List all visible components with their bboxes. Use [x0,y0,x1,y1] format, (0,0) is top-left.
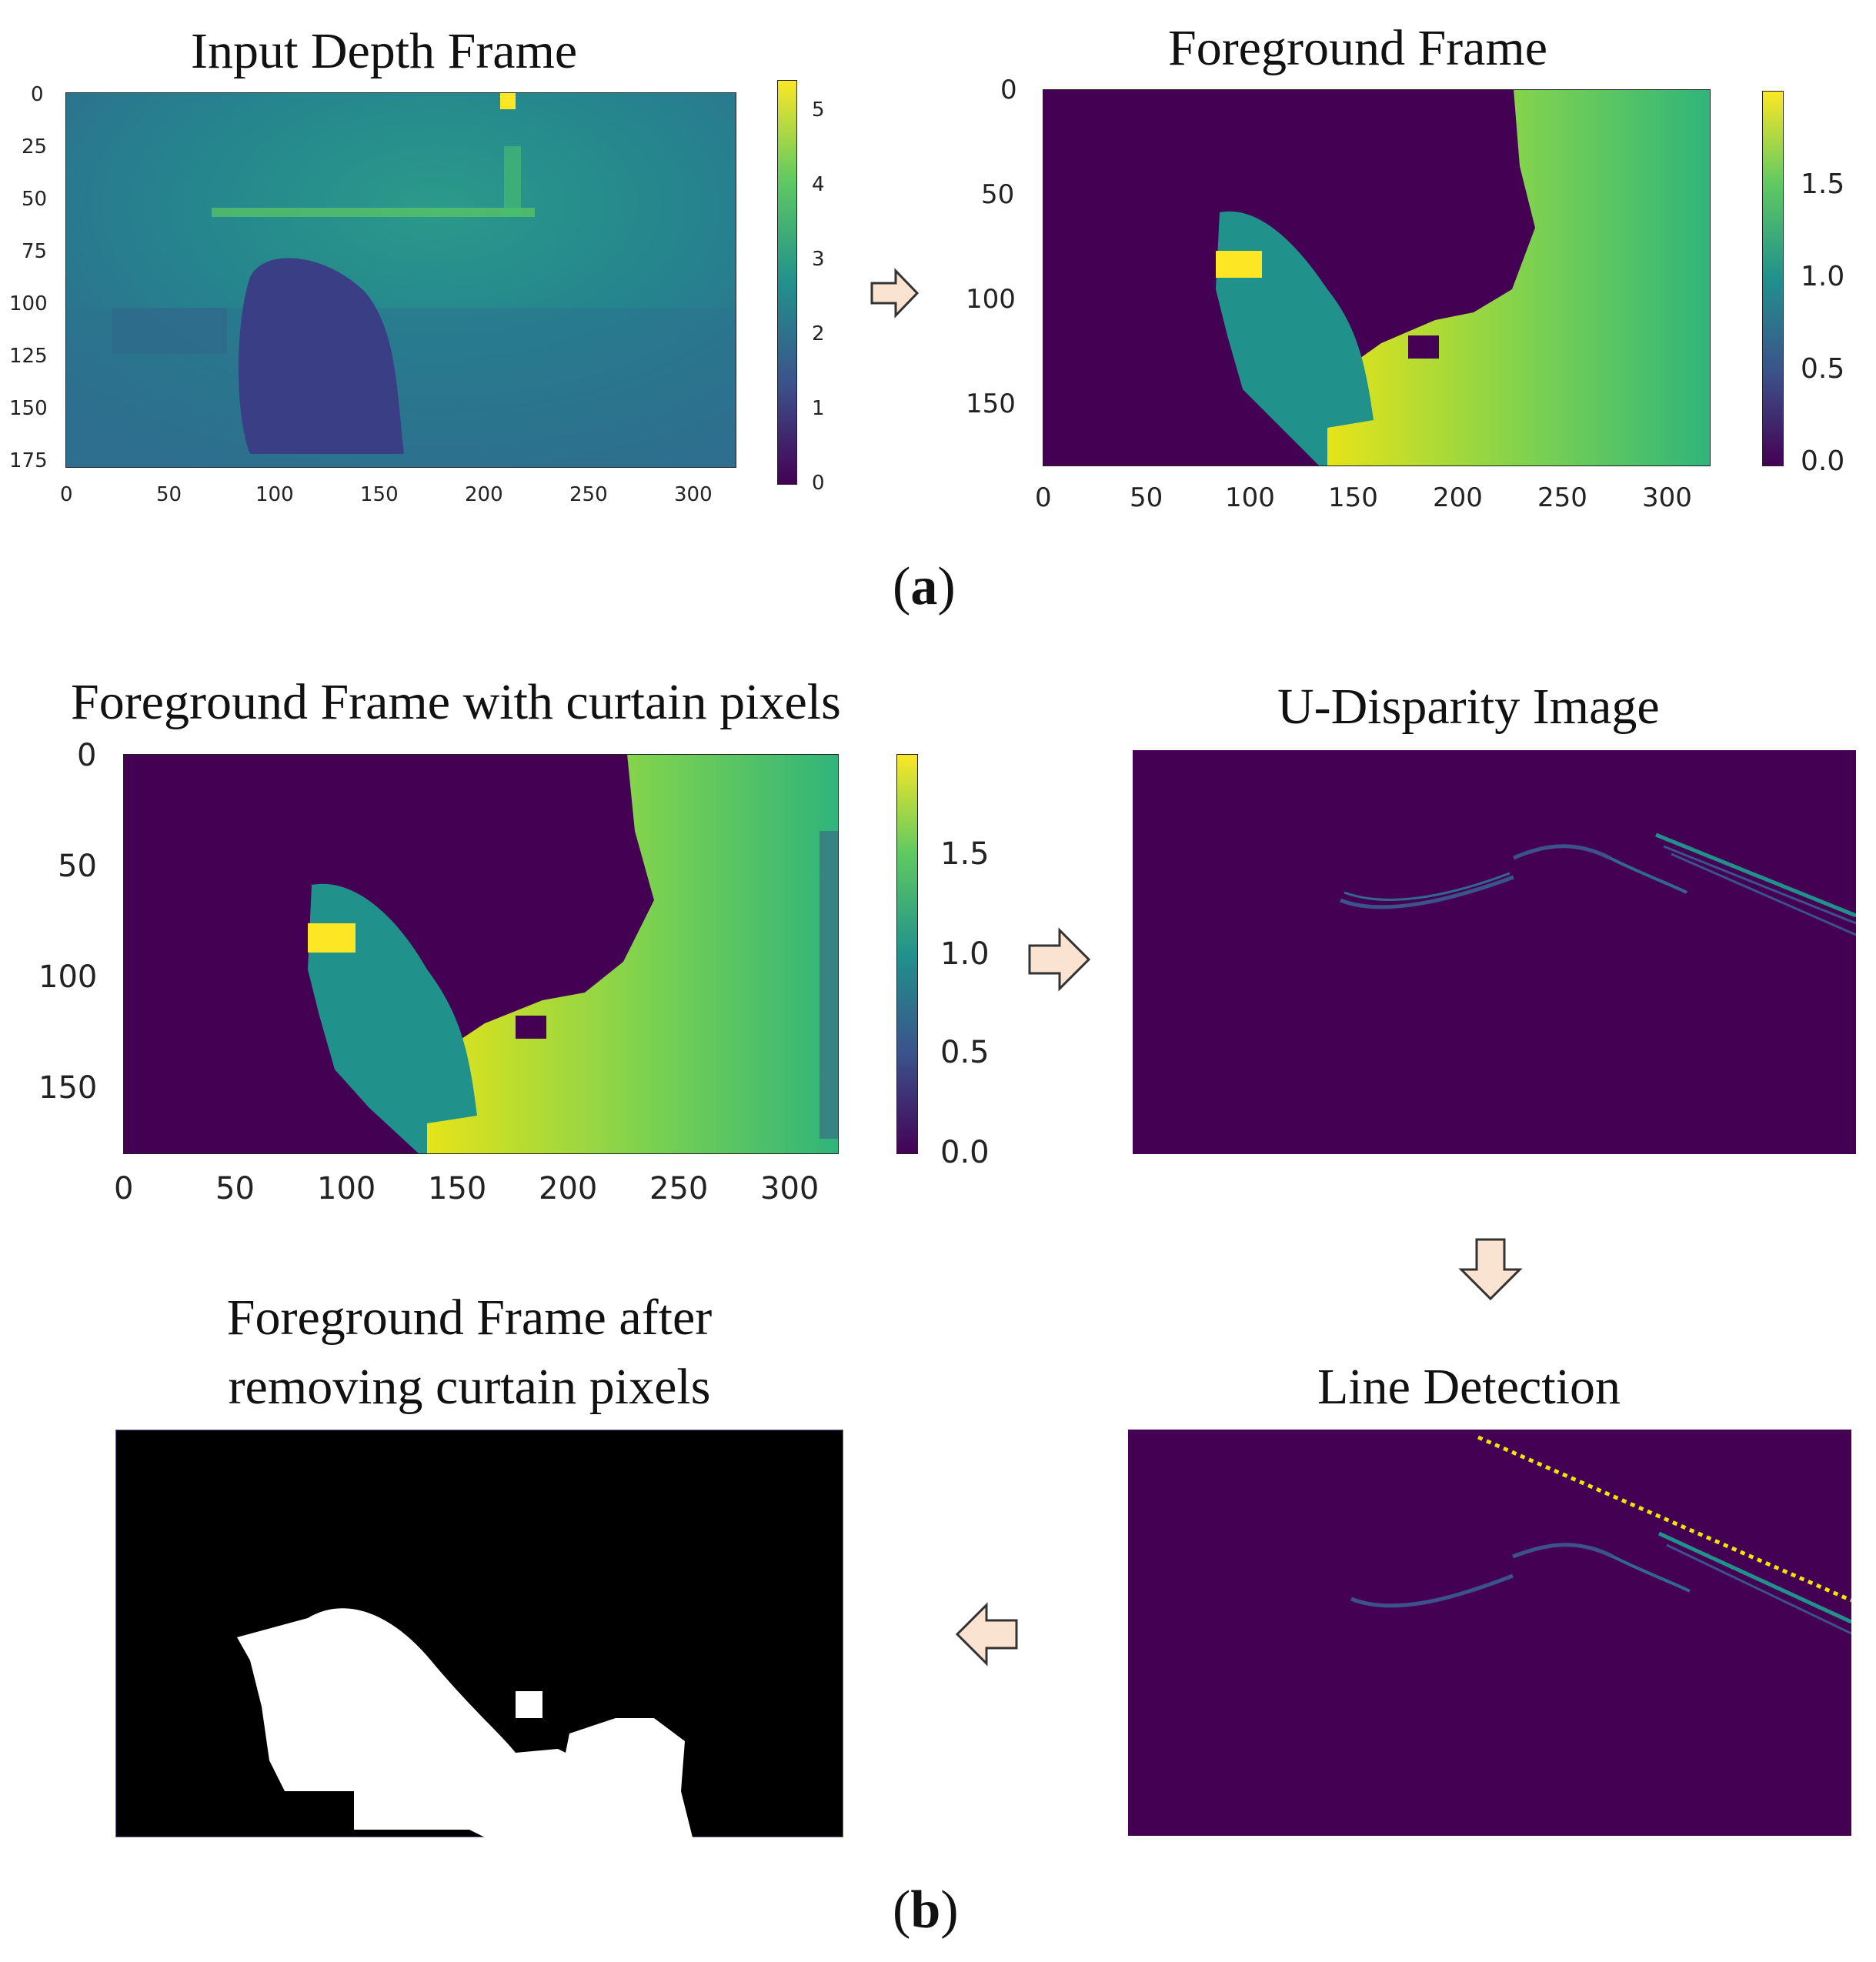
curtain-heatmap [123,754,839,1154]
foreground-colorbar [1762,91,1784,466]
y-tick: 175 [9,449,48,472]
y-tick: 125 [9,345,48,368]
x-tick: 50 [215,1171,255,1206]
x-tick: 300 [674,483,713,506]
curtain-title: Foreground Frame with curtain pixels [71,674,841,730]
input-depth-heatmap [65,92,736,468]
curtain-person-highlight [308,923,356,953]
arrow-down-icon [1458,1238,1523,1301]
arrow-right-icon [1028,927,1091,992]
x-tick: 200 [465,483,503,506]
input-depth-title: Input Depth Frame [191,23,578,79]
y-tick: 50 [58,849,97,884]
udisparity-image [1133,750,1856,1154]
depth-person [239,258,404,454]
foreground-title: Foreground Frame [1168,20,1548,76]
x-tick: 250 [1537,482,1587,513]
colorbar-tick: 0.0 [1801,445,1845,477]
x-tick: 100 [317,1171,376,1206]
curtain-colorbar [896,754,918,1154]
arrow-right-icon [870,268,920,319]
colorbar-tick: 1.0 [940,936,990,972]
y-tick: 150 [9,397,48,420]
y-tick: 50 [981,179,1015,210]
y-tick: 100 [9,292,48,315]
x-tick: 50 [156,483,182,506]
y-tick: 150 [966,389,1016,419]
colorbar-tick: 0.0 [940,1135,990,1170]
depth-post [504,146,521,215]
colorbar-tick: 0.5 [1801,353,1845,385]
x-tick: 300 [1642,482,1692,513]
curtain-pixels [819,831,839,1139]
mask-blob [516,1691,542,1718]
y-tick: 50 [22,188,48,211]
colorbar-tick: 0 [812,472,825,495]
x-tick: 300 [760,1171,819,1206]
y-tick: 0 [1000,75,1017,105]
depth-chair [112,308,227,354]
x-tick: 0 [1035,482,1052,513]
colorbar-tick: 0.5 [940,1035,990,1070]
depth-shelf [212,208,535,217]
x-tick: 100 [255,483,294,506]
x-tick: 50 [1130,482,1163,513]
colorbar-tick: 1.5 [940,836,990,872]
x-tick: 150 [428,1171,487,1206]
foreground-heatmap [1043,89,1711,466]
y-tick: 100 [38,959,98,995]
x-tick: 0 [114,1171,134,1206]
x-tick: 250 [649,1171,709,1206]
y-tick: 0 [77,738,97,773]
colorbar-tick: 3 [812,248,825,271]
detected-line [1477,1435,1851,1603]
fg-person-highlight [1216,251,1262,278]
udisparity-title: U-Disparity Image [1277,679,1660,735]
curtain-right-region [427,754,839,1154]
x-tick: 150 [360,483,399,506]
colorbar-tick: 5 [812,98,825,122]
arrow-left-icon [955,1602,1018,1667]
linedet-background [1128,1430,1851,1836]
depth-hotspot [500,92,516,109]
y-tick: 150 [38,1070,98,1106]
x-tick: 200 [1433,482,1483,513]
y-tick: 100 [966,284,1016,315]
x-tick: 200 [539,1171,598,1206]
x-tick: 0 [60,483,73,506]
x-tick: 250 [569,483,608,506]
colorbar-tick: 1.0 [1801,261,1845,292]
colorbar-tick: 4 [812,173,825,196]
line-detection-image [1128,1430,1851,1836]
fg-gap [1408,335,1439,359]
fg-right-region [1327,89,1711,466]
udisp-curves [1340,833,1856,936]
linedet-curves [1350,1531,1851,1635]
mask-title-line1: Foreground Frame after [226,1290,713,1346]
y-tick: 25 [22,135,48,158]
mask-foreground [237,1608,693,1837]
mask-title-line2: removing curtain pixels [228,1359,711,1415]
y-tick: 75 [22,240,48,263]
udisp-background [1133,750,1856,1154]
panel-b-label: (b) [893,1880,959,1940]
mask-image [115,1430,843,1837]
colorbar-tick: 2 [812,322,825,345]
panel-a-label: (a) [893,557,956,616]
y-tick: 0 [31,83,44,106]
input-colorbar [777,80,797,485]
line-detection-title: Line Detection [1317,1359,1621,1415]
colorbar-tick: 1 [812,397,825,420]
x-tick: 150 [1328,482,1378,513]
colorbar-tick: 1.5 [1801,169,1845,200]
x-tick: 100 [1225,482,1275,513]
curtain-gap [516,1016,546,1039]
